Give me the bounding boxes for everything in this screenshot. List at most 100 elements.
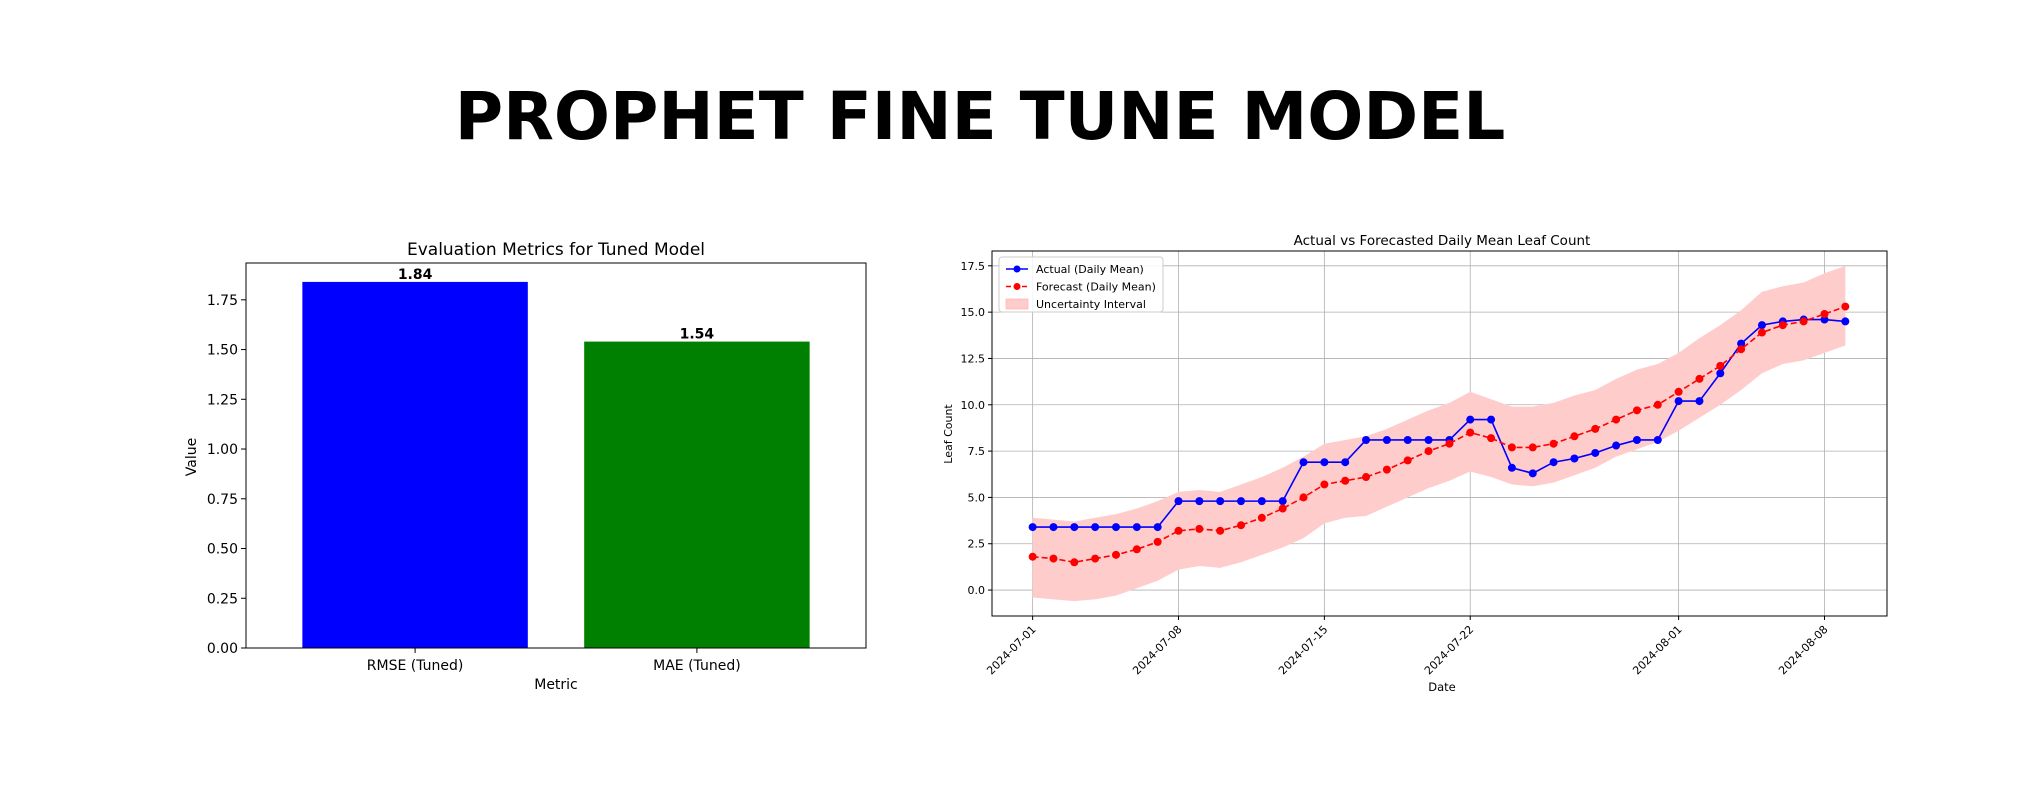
legend-label: Uncertainty Interval bbox=[1036, 298, 1146, 311]
bar-value-label: 1.84 bbox=[398, 267, 433, 283]
series-0-point bbox=[1111, 523, 1120, 532]
legend-label: Forecast (Daily Mean) bbox=[1036, 281, 1156, 294]
series-1-point bbox=[1528, 443, 1537, 452]
series-0-point bbox=[1341, 458, 1350, 467]
series-0-point bbox=[1695, 397, 1704, 406]
y-tick-label: 17.5 bbox=[961, 260, 986, 273]
series-0-point bbox=[1716, 369, 1725, 378]
series-1-point bbox=[1049, 554, 1058, 563]
series-1-point bbox=[1153, 537, 1162, 546]
series-1-point bbox=[1570, 432, 1579, 441]
series-0-point bbox=[1612, 441, 1621, 450]
series-1-point bbox=[1070, 558, 1079, 567]
line-chart-title: Actual vs Forecasted Daily Mean Leaf Cou… bbox=[1294, 233, 1591, 249]
series-1-point bbox=[1403, 456, 1412, 465]
series-1-point bbox=[1737, 345, 1746, 354]
series-0-point bbox=[1174, 497, 1183, 506]
y-tick-label: 0.50 bbox=[207, 542, 238, 558]
series-0-point bbox=[1382, 435, 1391, 444]
series-1-point bbox=[1028, 552, 1037, 561]
bar-0 bbox=[302, 281, 528, 648]
y-tick-label: 0.0 bbox=[968, 584, 986, 597]
series-0-point bbox=[1195, 497, 1204, 506]
series-0-point bbox=[1237, 497, 1246, 506]
series-0-point bbox=[1674, 397, 1683, 406]
series-0-point bbox=[1653, 435, 1662, 444]
series-0-point bbox=[1632, 435, 1641, 444]
series-1-point bbox=[1487, 434, 1496, 443]
y-tick-label: 0.00 bbox=[207, 641, 238, 657]
series-1-point bbox=[1111, 550, 1120, 559]
y-tick-label: 12.5 bbox=[961, 352, 986, 365]
legend-swatch-marker bbox=[1013, 283, 1021, 290]
series-0-point bbox=[1257, 497, 1266, 506]
series-0-point bbox=[1487, 415, 1496, 424]
series-0-point bbox=[1403, 435, 1412, 444]
y-tick-label: 1.50 bbox=[207, 343, 238, 359]
series-1-point bbox=[1174, 526, 1183, 535]
series-0-point bbox=[1841, 317, 1850, 326]
x-tick-label: 2024-07-15 bbox=[1276, 623, 1330, 677]
series-0-point bbox=[1424, 435, 1433, 444]
series-1-point bbox=[1674, 387, 1683, 396]
y-tick-label: 0.75 bbox=[207, 492, 238, 508]
series-0-point bbox=[1528, 469, 1537, 478]
series-0-point bbox=[1216, 497, 1225, 506]
series-0-point bbox=[1820, 315, 1829, 324]
y-tick-label: 2.5 bbox=[968, 538, 986, 551]
legend-swatch-band bbox=[1005, 298, 1029, 310]
y-tick-label: 0.25 bbox=[207, 591, 238, 607]
y-tick-label: 5.0 bbox=[968, 491, 986, 504]
series-1-point bbox=[1841, 302, 1850, 311]
y-tick-label: 1.75 bbox=[207, 293, 238, 309]
series-1-point bbox=[1237, 521, 1246, 530]
uncertainty-band bbox=[1032, 265, 1846, 602]
bar-chart-xlabel: Metric bbox=[534, 677, 578, 693]
series-0-point bbox=[1299, 458, 1308, 467]
series-1-point bbox=[1362, 473, 1371, 482]
line-chart-ylabel: Leaf Count bbox=[942, 404, 955, 464]
page-title: PROPHET FINE TUNE MODEL bbox=[454, 78, 1506, 155]
series-0-point bbox=[1549, 458, 1558, 467]
series-1-point bbox=[1820, 309, 1829, 318]
bar-plot-frame bbox=[245, 262, 867, 649]
y-tick-label: 1.00 bbox=[207, 442, 238, 458]
series-1-point bbox=[1382, 465, 1391, 474]
series-1-point bbox=[1424, 447, 1433, 456]
x-tick-label: 2024-08-01 bbox=[1630, 623, 1684, 677]
series-0-point bbox=[1049, 523, 1058, 532]
bar-chart-title: Evaluation Metrics for Tuned Model bbox=[407, 240, 705, 260]
series-0-point bbox=[1757, 321, 1766, 330]
x-tick-label: MAE (Tuned) bbox=[653, 658, 741, 674]
series-1-point bbox=[1132, 545, 1141, 554]
series-1-point bbox=[1716, 361, 1725, 370]
series-0-point bbox=[1570, 454, 1579, 463]
legend-swatch-marker bbox=[1013, 265, 1021, 273]
series-1-point bbox=[1757, 328, 1766, 337]
line-plot-frame bbox=[991, 250, 1888, 617]
series-0-point bbox=[1591, 448, 1600, 457]
bar-plot-area: 1.84 RMSE (Tuned) 1.54 MAE (Tuned) 0.00 0.25 0… bbox=[207, 262, 867, 674]
series-1-point bbox=[1341, 476, 1350, 485]
y-tick-label: 10.0 bbox=[961, 399, 986, 412]
bar-chart-ylabel: Value bbox=[184, 438, 200, 476]
line-chart-xlabel: Date bbox=[1428, 680, 1456, 694]
y-tick-label: 7.5 bbox=[968, 445, 986, 458]
series-1-point bbox=[1195, 524, 1204, 533]
series-1-point bbox=[1091, 554, 1100, 563]
x-tick-label: 2024-07-01 bbox=[984, 623, 1038, 677]
legend-label: Actual (Daily Mean) bbox=[1036, 263, 1144, 276]
series-line-0 bbox=[1032, 318, 1846, 528]
series-1-point bbox=[1299, 493, 1308, 502]
x-tick-label: 2024-07-08 bbox=[1130, 623, 1184, 677]
series-1-point bbox=[1466, 428, 1475, 437]
series-0-point bbox=[1278, 497, 1287, 506]
bar-chart: Evaluation Metrics for Tuned Model Metri… bbox=[184, 240, 867, 693]
series-1-point bbox=[1632, 406, 1641, 415]
series-0-point bbox=[1091, 523, 1100, 532]
series-1-point bbox=[1278, 504, 1287, 513]
legend: Actual (Daily Mean) Forecast (Daily Mean)… bbox=[998, 256, 1164, 313]
line-chart: Actual vs Forecasted Daily Mean Leaf Cou… bbox=[942, 233, 1888, 694]
y-tick-label: 15.0 bbox=[961, 306, 986, 319]
x-tick-label: 2024-07-22 bbox=[1422, 623, 1476, 677]
